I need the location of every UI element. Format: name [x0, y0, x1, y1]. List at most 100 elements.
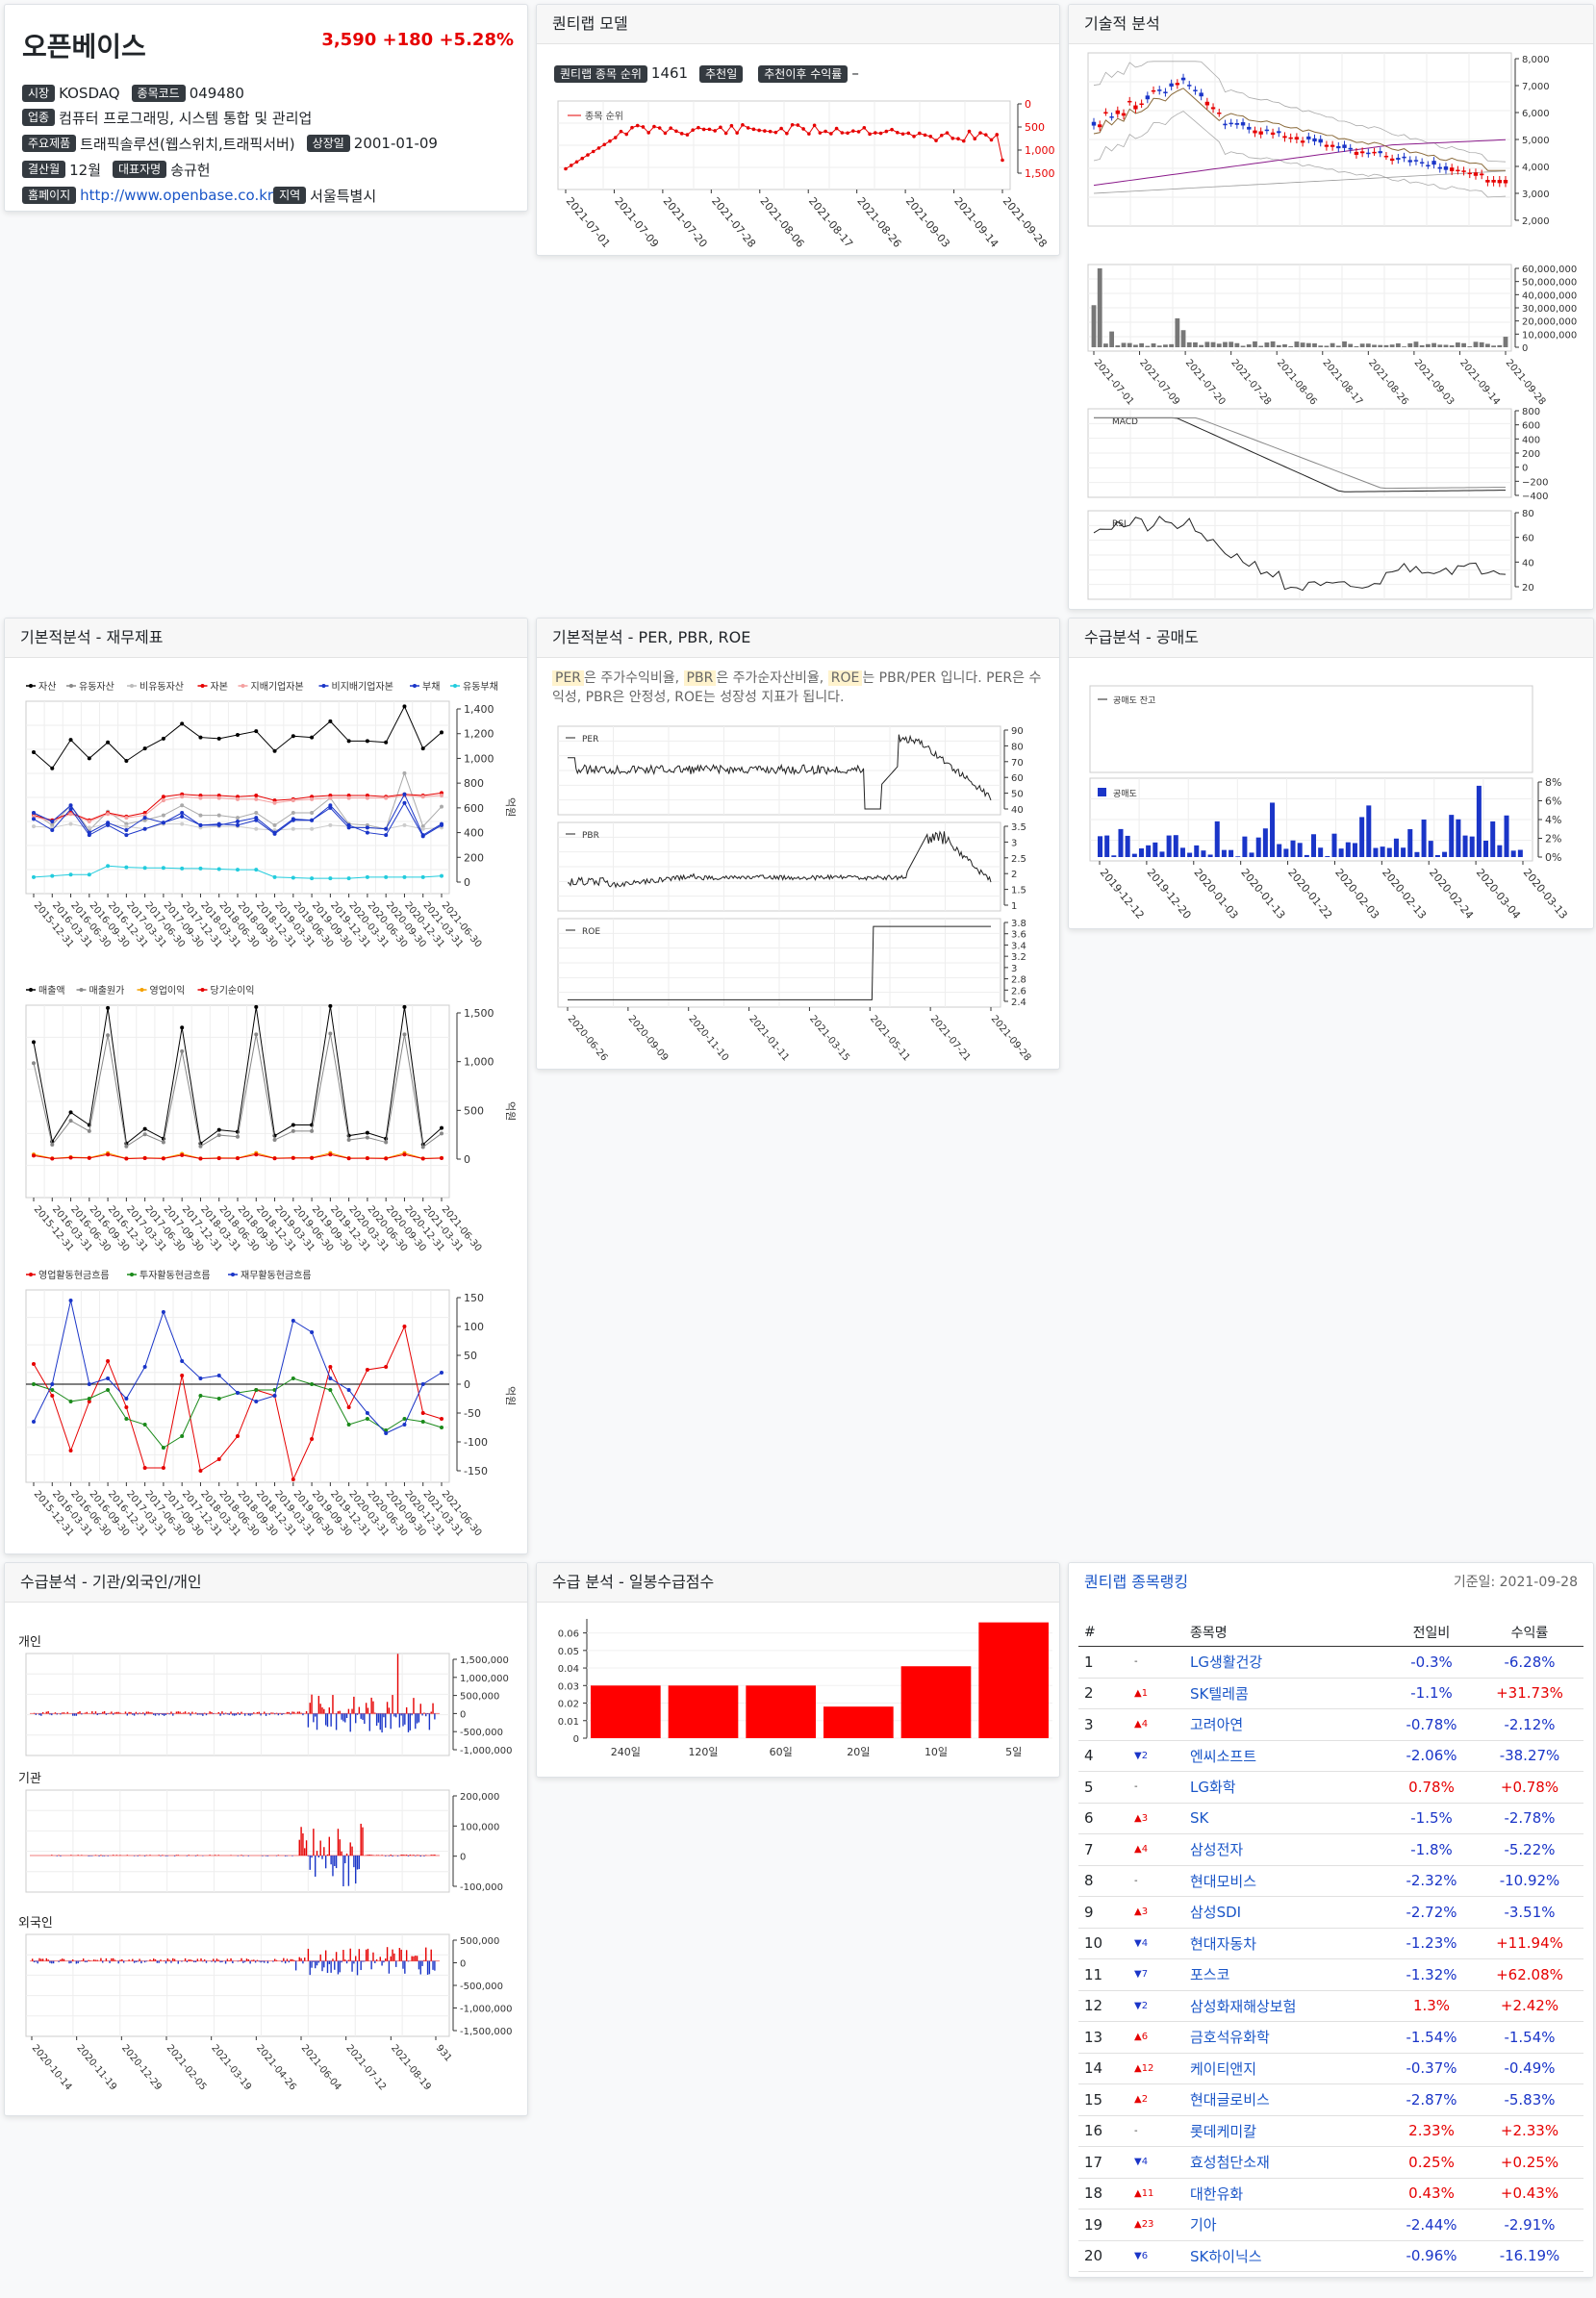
individual-bar	[362, 1713, 364, 1720]
institution-bar	[405, 1855, 408, 1856]
institution-y-tick: 200,000	[460, 1792, 499, 1803]
institution-bar	[355, 1856, 357, 1884]
individual-bar	[345, 1713, 348, 1718]
candle-body	[1121, 113, 1127, 116]
ranking-row[interactable]: 13 ▲6 금호석유화학 -1.54% -1.54%	[1078, 2021, 1583, 2054]
ranking-row[interactable]: 1- LG생활건강 -0.3% -6.28%	[1078, 1646, 1583, 1679]
balance-point	[236, 822, 240, 827]
ranking-row[interactable]: 18 ▲11 대한유화 0.43% +0.43%	[1078, 2178, 1583, 2210]
ranking-row[interactable]: 3 ▲4 고려아연 -0.78% -2.12%	[1078, 1708, 1583, 1741]
cashflow-point	[254, 1400, 259, 1403]
quant-point	[856, 130, 861, 134]
ranking-row[interactable]: 19 ▲23 기아 -2.44% -2.91%	[1078, 2209, 1583, 2241]
individual-title: 개인	[18, 1635, 41, 1650]
return-rate: +31.73%	[1476, 1678, 1583, 1709]
individual-bar	[91, 1711, 93, 1714]
stock-name-link[interactable]: 롯데케미칼	[1184, 2115, 1387, 2147]
stock-name-link[interactable]: 대한유화	[1184, 2178, 1387, 2210]
supply-score-card: 수급 분석 - 일봉수급점수 0.06 0.05 0.04 0.03 0.02 0.01 0…	[536, 1562, 1060, 1778]
individual-bar	[385, 1713, 387, 1729]
cashflow-point	[142, 1365, 147, 1369]
short-bar	[1428, 841, 1433, 857]
stock-name-link[interactable]: 삼성SDI	[1184, 1896, 1387, 1929]
institution-bar	[330, 1856, 332, 1865]
macd-y-tick: −200	[1522, 477, 1548, 488]
stock-name-link[interactable]: SK하이닉스	[1184, 2240, 1387, 2272]
individual-y-tick: -500,000	[460, 1728, 503, 1738]
foreign-bar	[70, 1960, 72, 1963]
ranking-row[interactable]: 8- 현대모비스 -2.32% -10.92%	[1078, 1865, 1583, 1897]
ranking-row[interactable]: 15 ▲2 현대글로비스 -2.87% -5.83%	[1078, 2083, 1583, 2116]
stock-name-link[interactable]: 금호석유화학	[1184, 2021, 1387, 2054]
homepage-link[interactable]: http://www.openbase.co.kr	[80, 186, 274, 204]
volume-bar	[1288, 345, 1294, 347]
balance-point	[365, 739, 369, 744]
stock-name-link[interactable]: 케이티앤지	[1184, 2053, 1387, 2084]
volume-bar	[1246, 344, 1252, 347]
stock-name-link[interactable]: SK	[1184, 1803, 1387, 1834]
tech-x-tick: 2021-08-17	[1320, 358, 1364, 408]
ranking-row[interactable]: 7 ▲4 삼성전자 -1.8% -5.22%	[1078, 1833, 1583, 1866]
short-bar	[1421, 820, 1427, 857]
individual-bar	[109, 1712, 111, 1714]
stock-name-link[interactable]: 삼성화재해상보험	[1184, 1990, 1387, 2022]
stock-name-link[interactable]: 기아	[1184, 2209, 1387, 2241]
individual-bar	[179, 1711, 181, 1714]
individual-bar	[126, 1713, 129, 1716]
ranking-row[interactable]: 6 ▲3 SK -1.5% -2.78%	[1078, 1803, 1583, 1834]
ranking-row[interactable]: 20 ▼6 SK하이닉스 -0.96% -16.19%	[1078, 2240, 1583, 2272]
quant-point	[939, 133, 944, 138]
stock-name-link[interactable]: LG생활건강	[1184, 1646, 1387, 1679]
cashflow-point	[32, 1362, 36, 1366]
volume-bar	[1335, 345, 1341, 347]
individual-bar	[307, 1713, 310, 1728]
cashflow-point	[216, 1374, 221, 1377]
candle-body	[1091, 121, 1097, 126]
ranking-row[interactable]: 5- LG화학 0.78% +0.78%	[1078, 1771, 1583, 1804]
balance-point	[180, 721, 185, 726]
individual-bar	[72, 1713, 74, 1716]
stock-name-link[interactable]: 삼성전자	[1184, 1833, 1387, 1866]
short-bar	[1469, 836, 1475, 857]
candle-body	[1270, 132, 1276, 136]
individual-bar	[328, 1707, 331, 1714]
fin-legend1-dot	[413, 684, 417, 688]
quant-point	[912, 134, 916, 139]
cashflow-point	[402, 1417, 407, 1421]
individual-bar	[153, 1713, 155, 1715]
quant-point	[973, 137, 977, 140]
per-pbr-roe-card: 기본적분석 - PER, PBR, ROE PER 은 주가수익비율, PBR 은 …	[536, 618, 1060, 1070]
candle-body	[1210, 107, 1216, 110]
pbr-label: PBR	[582, 831, 599, 841]
individual-y-tick: -1,000,000	[460, 1746, 513, 1756]
ranking-row[interactable]: 2 ▲1 SK텔레콤 -1.1% +31.73%	[1078, 1678, 1583, 1709]
stock-name-link[interactable]: 현대자동차	[1184, 1928, 1387, 1959]
foreign-plot-frame	[25, 1933, 450, 2037]
stock-name-link[interactable]: 현대모비스	[1184, 1865, 1387, 1897]
balance-point	[365, 795, 369, 800]
ranking-row[interactable]: 17 ▼4 효성첨단소재 0.25% +0.25%	[1078, 2146, 1583, 2179]
stock-name-link[interactable]: 고려아연	[1184, 1708, 1387, 1741]
ranking-row[interactable]: 11 ▼7 포스코 -1.32% +62.08%	[1078, 1958, 1583, 1991]
individual-bar	[224, 1712, 227, 1714]
stock-name-link[interactable]: LG화학	[1184, 1771, 1387, 1804]
ranking-row[interactable]: 9 ▲3 삼성SDI -2.72% -3.51%	[1078, 1896, 1583, 1929]
ranking-row[interactable]: 12 ▼2 삼성화재해상보험 1.3% +2.42%	[1078, 1990, 1583, 2022]
ranking-row[interactable]: 16- 롯데케미칼 2.33% +2.33%	[1078, 2115, 1583, 2147]
stock-name-link[interactable]: 효성첨단소재	[1184, 2146, 1387, 2179]
stock-name-link[interactable]: 현대글로비스	[1184, 2083, 1387, 2116]
stock-name-link[interactable]: 엔씨소프트	[1184, 1740, 1387, 1772]
ranking-row[interactable]: 10 ▼4 현대자동차 -1.23% +11.94%	[1078, 1928, 1583, 1959]
foreign-bar	[345, 1960, 348, 1964]
stock-name-link[interactable]: 포스코	[1184, 1958, 1387, 1991]
investor-supply-header: 수급분석 - 기관/외국인/개인	[5, 1563, 527, 1603]
ranking-row[interactable]: 14 ▲12 케이티앤지 -0.37% -0.49%	[1078, 2053, 1583, 2084]
financial-charts: 자산 유동자산 비유동자산 자본 지배기업자본 비지배기업자본 부채 유동부채 1,400 1,2…	[25, 680, 517, 1538]
ranking-row[interactable]: 4 ▼2 엔씨소프트 -2.06% -38.27%	[1078, 1740, 1583, 1772]
candle-body	[1383, 155, 1389, 158]
cashflow-point	[310, 1330, 315, 1334]
stock-name-link[interactable]: SK텔레콤	[1184, 1678, 1387, 1709]
balance-point	[254, 816, 259, 821]
quant-x-tick: 2021-07-01	[564, 195, 613, 250]
balance-point	[180, 811, 185, 815]
